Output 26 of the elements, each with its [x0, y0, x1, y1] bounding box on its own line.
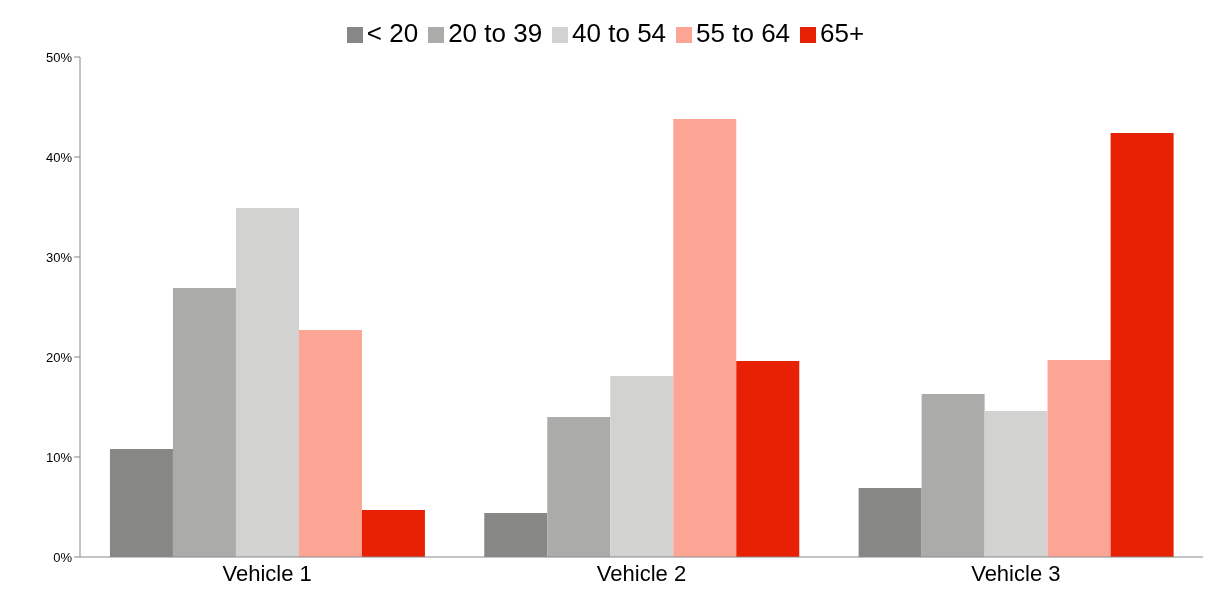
bar	[361, 510, 425, 557]
y-tick-label: 50%	[45, 49, 73, 65]
bar	[984, 411, 1048, 557]
y-tick-label: 30%	[45, 249, 73, 265]
bar	[1047, 360, 1111, 557]
bar	[235, 208, 299, 557]
x-tick-label: Vehicle 2	[596, 560, 687, 586]
x-tick-label: Vehicle 3	[971, 560, 1061, 586]
legend-label: < 20	[366, 18, 419, 48]
y-tick-label: 0%	[53, 549, 73, 565]
bar	[673, 119, 737, 557]
bar	[298, 330, 362, 557]
y-tick-label: 10%	[45, 449, 73, 465]
legend-label: 55 to 64	[696, 18, 791, 48]
bar	[172, 288, 236, 557]
bar	[921, 394, 985, 557]
legend-label: 40 to 54	[572, 18, 667, 48]
bar	[736, 361, 800, 557]
bar	[547, 417, 611, 557]
legend-label: 20 to 39	[448, 18, 543, 48]
legend-label: 65+	[820, 18, 865, 48]
x-tick-label: Vehicle 1	[222, 560, 312, 586]
bar	[1110, 133, 1174, 557]
y-tick-label: 20%	[45, 349, 73, 365]
y-tick-label: 40%	[45, 149, 73, 165]
bar	[610, 376, 674, 557]
